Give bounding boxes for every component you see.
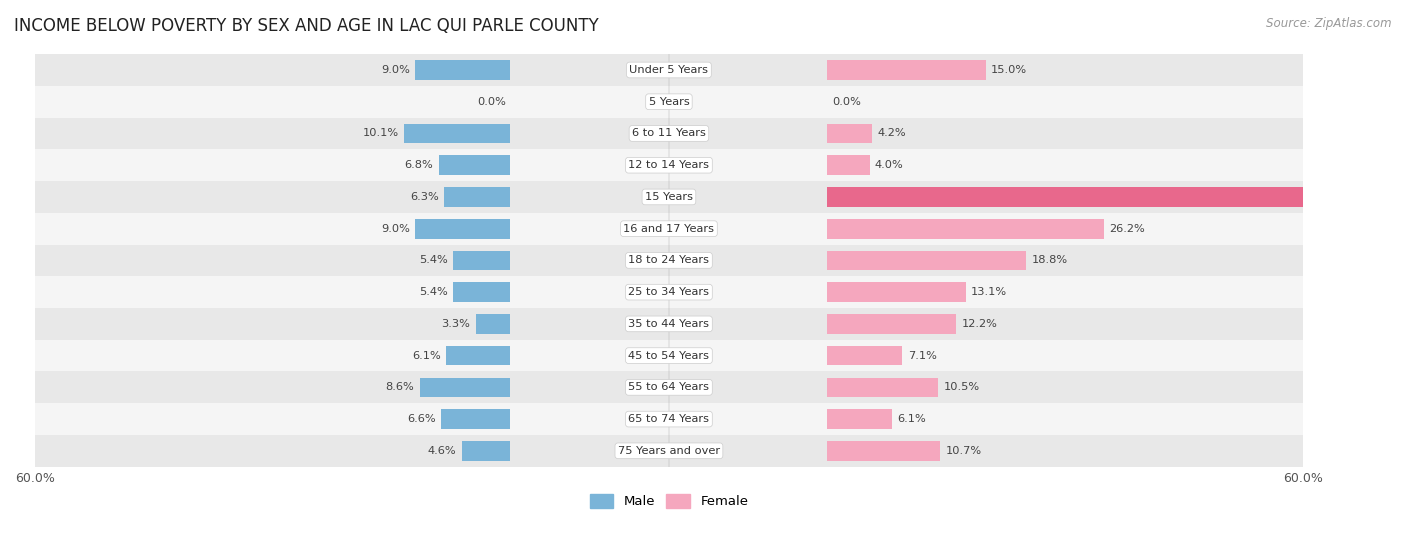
Text: 10.5%: 10.5% (943, 382, 980, 392)
Text: 10.1%: 10.1% (363, 129, 398, 139)
Text: 6.1%: 6.1% (412, 350, 440, 361)
Bar (827, 124, 872, 143)
Text: 8.6%: 8.6% (385, 382, 415, 392)
Text: 12 to 14 Years: 12 to 14 Years (628, 160, 710, 170)
Bar (827, 441, 941, 461)
Bar (35, 372, 1303, 403)
Text: 6.1%: 6.1% (897, 414, 927, 424)
Text: 18.8%: 18.8% (1032, 255, 1067, 266)
Text: 6.3%: 6.3% (409, 192, 439, 202)
Text: 45 to 54 Years: 45 to 54 Years (628, 350, 710, 361)
Text: 16 and 17 Years: 16 and 17 Years (623, 224, 714, 234)
Bar (419, 377, 510, 397)
Bar (35, 117, 1303, 149)
Text: 3.3%: 3.3% (441, 319, 470, 329)
Text: 26.2%: 26.2% (1109, 224, 1146, 234)
Bar (35, 54, 1303, 86)
Text: 0.0%: 0.0% (477, 97, 506, 107)
Text: 6.8%: 6.8% (405, 160, 433, 170)
Text: 75 Years and over: 75 Years and over (617, 446, 720, 456)
Bar (453, 282, 510, 302)
Text: 6.6%: 6.6% (406, 414, 436, 424)
Bar (461, 441, 510, 461)
Text: 6 to 11 Years: 6 to 11 Years (631, 129, 706, 139)
Bar (827, 314, 956, 334)
Bar (415, 60, 510, 80)
Text: 15.0%: 15.0% (991, 65, 1028, 75)
Bar (35, 340, 1303, 372)
Bar (444, 187, 510, 207)
Bar (827, 250, 1026, 270)
Text: 65 to 74 Years: 65 to 74 Years (628, 414, 710, 424)
Text: 12.2%: 12.2% (962, 319, 997, 329)
Text: 4.0%: 4.0% (875, 160, 904, 170)
Bar (35, 308, 1303, 340)
Bar (35, 403, 1303, 435)
Text: 0.0%: 0.0% (832, 97, 862, 107)
Bar (453, 250, 510, 270)
Text: Under 5 Years: Under 5 Years (630, 65, 709, 75)
Text: 4.6%: 4.6% (427, 446, 457, 456)
Bar (35, 86, 1303, 117)
Bar (827, 60, 986, 80)
Text: 5.4%: 5.4% (419, 255, 449, 266)
Text: 5.4%: 5.4% (419, 287, 449, 297)
Text: 9.0%: 9.0% (381, 224, 411, 234)
Text: 25 to 34 Years: 25 to 34 Years (628, 287, 710, 297)
Bar (439, 155, 510, 175)
Bar (827, 282, 966, 302)
Text: INCOME BELOW POVERTY BY SEX AND AGE IN LAC QUI PARLE COUNTY: INCOME BELOW POVERTY BY SEX AND AGE IN L… (14, 17, 599, 35)
Bar (415, 219, 510, 239)
Text: 10.7%: 10.7% (946, 446, 981, 456)
Bar (35, 181, 1303, 213)
Text: 9.0%: 9.0% (381, 65, 411, 75)
Bar (446, 346, 510, 366)
Text: 5 Years: 5 Years (648, 97, 689, 107)
Bar (35, 276, 1303, 308)
Bar (827, 187, 1406, 207)
Text: 4.2%: 4.2% (877, 129, 905, 139)
Bar (827, 219, 1104, 239)
Text: 13.1%: 13.1% (972, 287, 1007, 297)
Bar (35, 244, 1303, 276)
Bar (35, 213, 1303, 244)
Text: 18 to 24 Years: 18 to 24 Years (628, 255, 710, 266)
Bar (440, 409, 510, 429)
Text: 15 Years: 15 Years (645, 192, 693, 202)
Bar (827, 409, 891, 429)
Legend: Male, Female: Male, Female (585, 489, 754, 514)
Bar (404, 124, 510, 143)
Bar (827, 377, 938, 397)
Text: 7.1%: 7.1% (908, 350, 936, 361)
Bar (827, 155, 870, 175)
Text: 55 to 64 Years: 55 to 64 Years (628, 382, 710, 392)
Bar (35, 435, 1303, 467)
Bar (475, 314, 510, 334)
Text: 55.2%: 55.2% (1367, 192, 1406, 202)
Bar (827, 346, 903, 366)
Bar (35, 149, 1303, 181)
Text: 35 to 44 Years: 35 to 44 Years (628, 319, 710, 329)
Text: Source: ZipAtlas.com: Source: ZipAtlas.com (1267, 17, 1392, 30)
